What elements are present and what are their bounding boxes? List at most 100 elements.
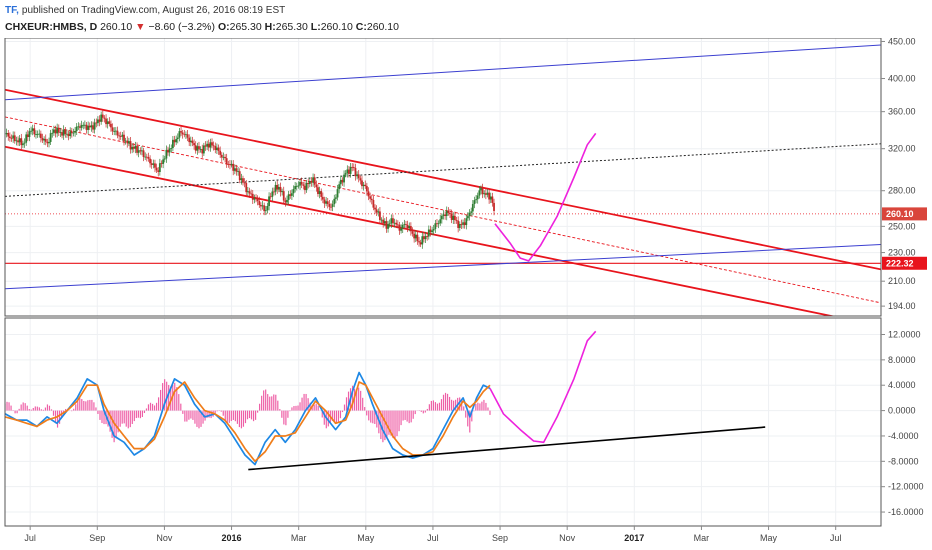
candle-body (25, 134, 28, 143)
channel-middle-line[interactable] (5, 116, 881, 304)
candle-body (413, 233, 416, 239)
candle-body (380, 219, 383, 221)
candle-body (123, 134, 125, 142)
candle-body (475, 199, 477, 201)
candle-body (383, 221, 386, 224)
candle-body (41, 138, 44, 141)
time-axis[interactable]: Jul Sep Nov 2016 Mar May Jul Sep Nov 2017 Mar May Ju… (24, 526, 841, 543)
macd-tick-label: -4.0000 (888, 431, 919, 441)
candle-body (160, 163, 163, 165)
candle-body (82, 124, 85, 126)
macd-projection-line[interactable] (489, 330, 597, 444)
candle-body (38, 133, 41, 135)
candle-body (103, 117, 106, 119)
channel-lower-line[interactable] (5, 145, 881, 327)
candle-body (341, 179, 344, 183)
channel-upper-line[interactable] (5, 88, 881, 271)
candle-body (88, 125, 91, 128)
candle-body (268, 196, 270, 207)
candle-body (178, 131, 181, 138)
candle-body (406, 224, 409, 229)
candle-body (110, 123, 112, 128)
candle-body (300, 181, 303, 185)
candle-body (488, 192, 491, 200)
time-tick-label: May (357, 533, 375, 543)
open-value: 265.30 (229, 21, 262, 33)
macd-tick-label: -12.0000 (888, 482, 924, 492)
price-tick-label: 250.00 (888, 221, 916, 231)
candle-body (209, 142, 212, 148)
price-drawings[interactable] (5, 44, 881, 327)
candle-body (39, 133, 42, 139)
candle-body (370, 198, 373, 201)
candle-body (483, 193, 486, 195)
candle-body (35, 134, 37, 135)
candle-body (248, 191, 251, 194)
candle-body (131, 146, 134, 150)
candle-body (491, 196, 494, 203)
candle-body (147, 157, 150, 159)
candle-body (377, 211, 380, 213)
candle-body (335, 197, 337, 199)
candle-body (400, 228, 403, 231)
price-candles (5, 110, 495, 249)
blue-upper-line[interactable] (5, 44, 881, 101)
close-label: C: (355, 21, 367, 33)
candle-body (194, 145, 197, 151)
candle-body (113, 131, 116, 132)
projection-line[interactable] (494, 132, 597, 262)
panel-frames (4, 37, 882, 527)
candle-body (362, 184, 365, 187)
macd-axis[interactable]: 12.0000 8.0000 4.0000 0.0000 -4.0000 -8.0000 -… (881, 329, 924, 517)
macd-trendline-line[interactable] (248, 426, 766, 471)
candle-body (458, 223, 461, 228)
candle-body (72, 132, 75, 134)
blue-lower-line[interactable] (5, 244, 881, 290)
candle-body (452, 215, 455, 220)
candle-body (369, 196, 372, 199)
candle-body (277, 186, 280, 190)
candle-body (49, 133, 52, 142)
candle-body (468, 212, 471, 217)
candle-body (5, 132, 8, 135)
candle-body (101, 114, 104, 118)
candle-body (269, 196, 272, 198)
tradingview-logo[interactable]: TF, (5, 5, 19, 16)
macd-tick-label: 4.0000 (888, 380, 916, 390)
candle-body (462, 222, 464, 225)
candle-body (180, 131, 182, 133)
candle-body (434, 223, 437, 230)
candle-body (66, 133, 68, 135)
candle-body (186, 134, 189, 138)
symbol-name[interactable]: CHXEUR:HMBS, D (5, 21, 98, 33)
candle-body (281, 191, 284, 193)
candle-body (118, 135, 121, 137)
candle-body (287, 194, 290, 200)
candle-body (43, 138, 46, 141)
candle-body (307, 182, 310, 185)
candle-body (445, 210, 448, 217)
candle-body (455, 220, 458, 221)
candle-body (274, 184, 277, 192)
candle-body (10, 137, 13, 139)
candle-body (336, 189, 339, 198)
candle-body (321, 196, 324, 200)
candle-body (361, 180, 363, 187)
candle-body (352, 166, 355, 168)
candle-body (33, 128, 36, 135)
candle-body (317, 187, 319, 194)
candle-body (486, 192, 489, 195)
candle-body (230, 163, 233, 165)
candle-body (308, 180, 311, 185)
candle-body (442, 214, 445, 216)
price-axis[interactable]: 450.00 400.00 360.00 320.00 280.00 250.00 230.… (881, 36, 916, 311)
candle-body (201, 149, 204, 154)
candle-body (100, 114, 103, 122)
candle-body (144, 156, 147, 158)
time-tick-label: Sep (492, 533, 508, 543)
candle-body (338, 184, 341, 190)
candle-body (93, 122, 96, 130)
candle-body (142, 150, 145, 157)
candle-body (199, 149, 202, 150)
